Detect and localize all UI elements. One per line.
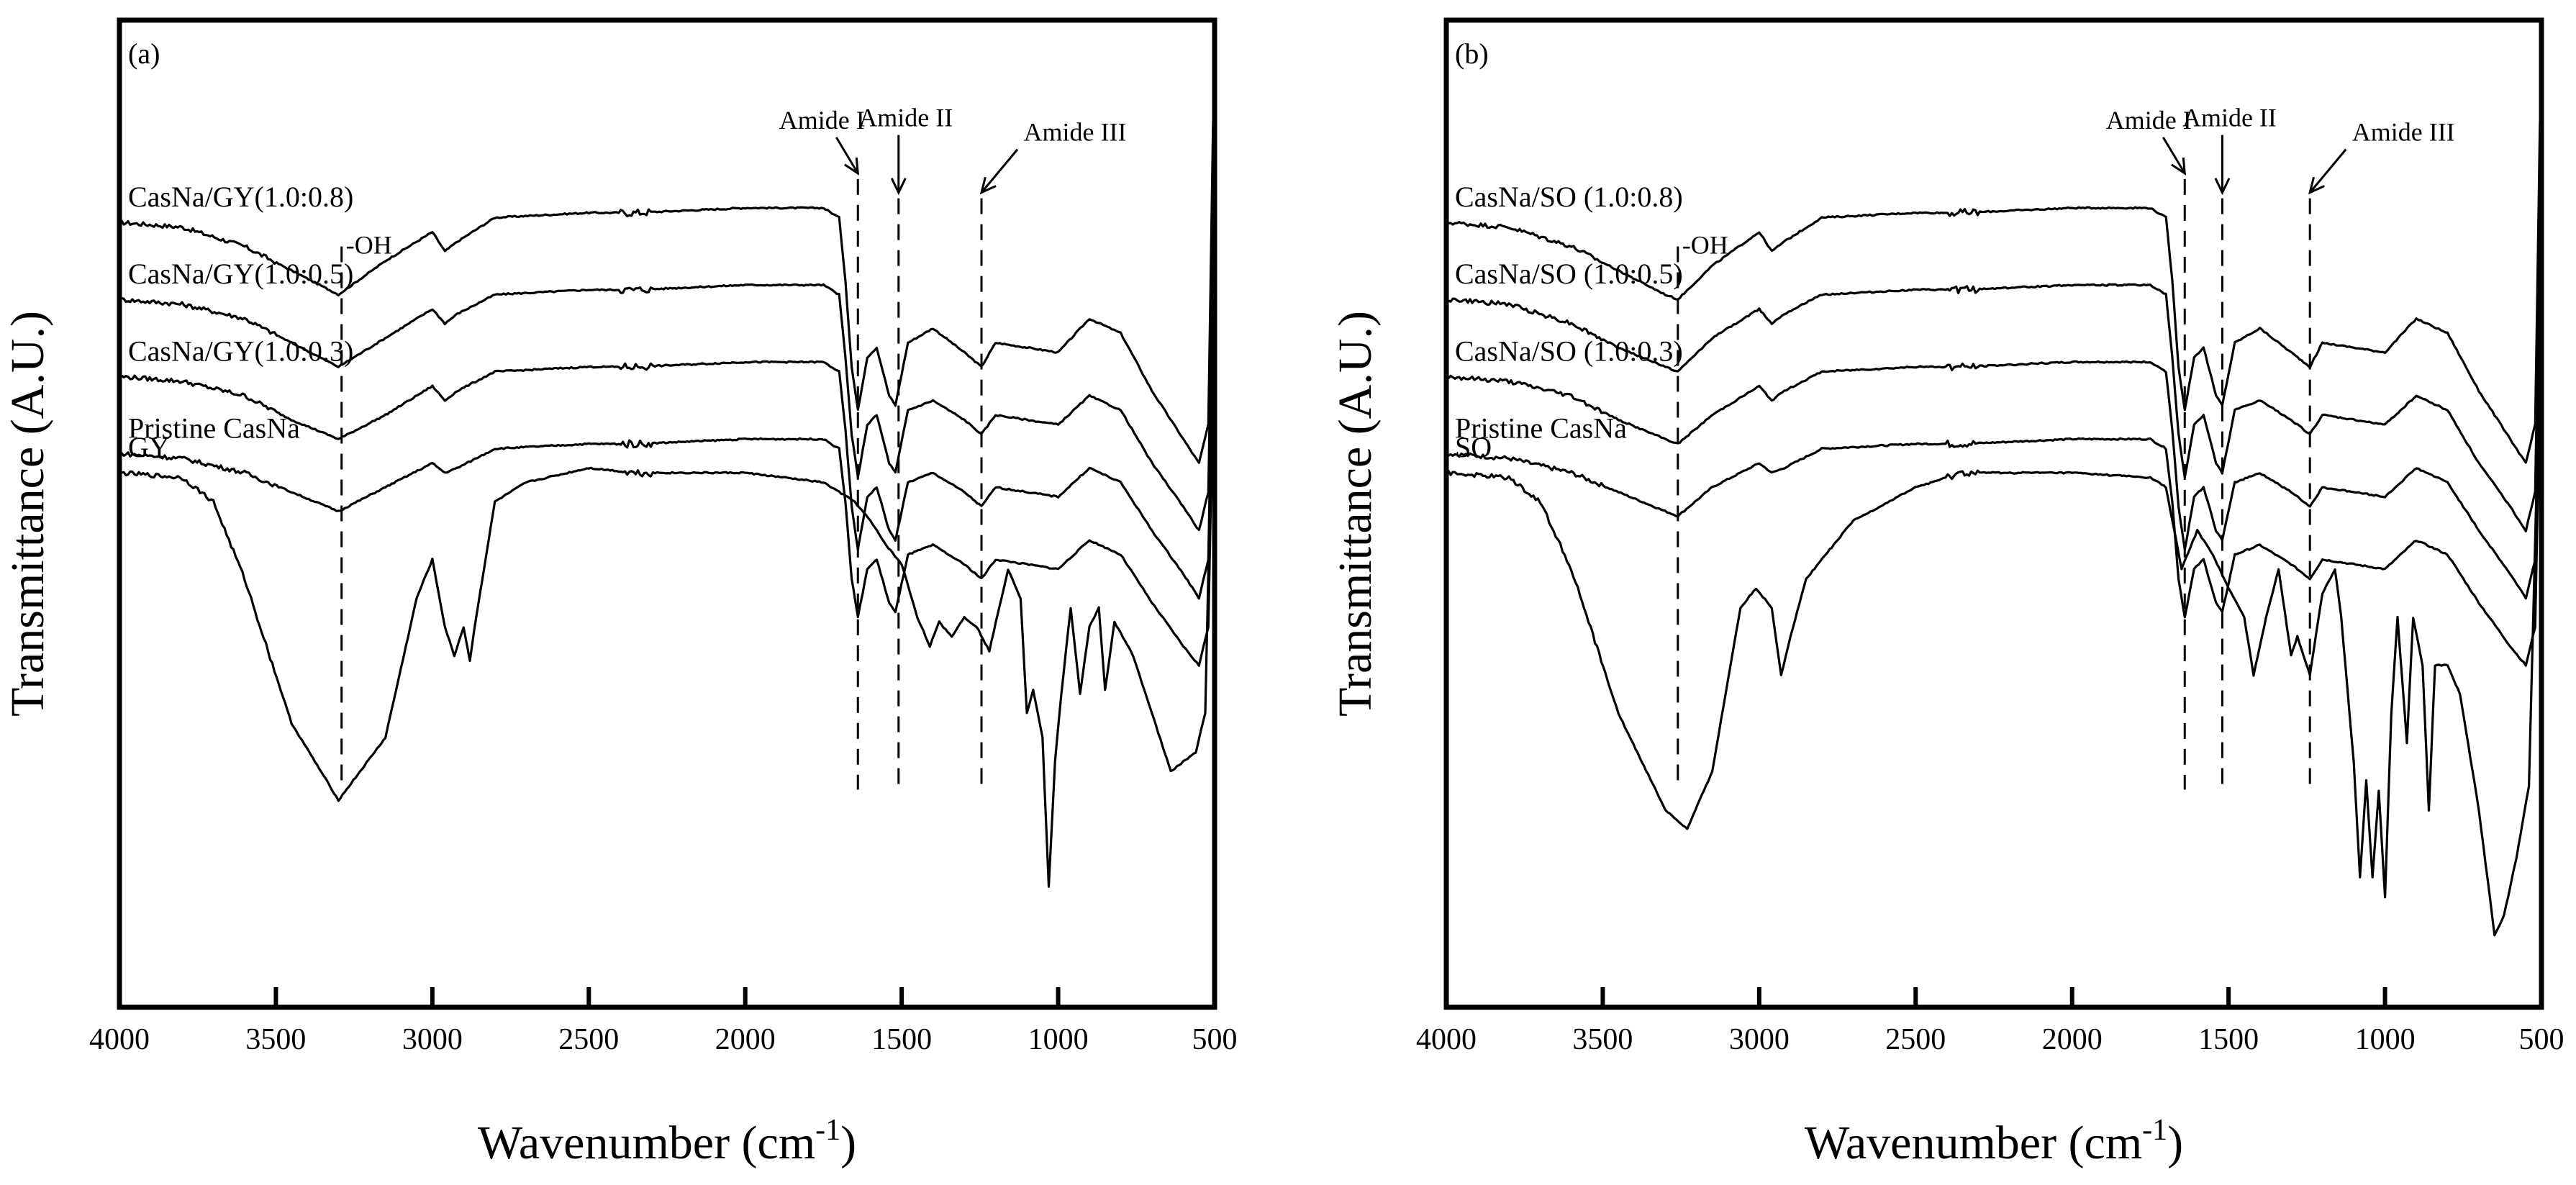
reference-label-amide-iii: Amide III	[1024, 118, 1127, 147]
reference-label-amide-iii: Amide III	[2352, 118, 2455, 147]
panel-a-x-tick-labels: 4000 3500 3000 2500 2000 1500 1000 500	[89, 1023, 1238, 1056]
panel-a-label: (a)	[128, 37, 160, 70]
series-label-pristine-casna: Pristine CasNa	[128, 412, 300, 444]
x-tick-label-4000: 4000	[89, 1023, 150, 1056]
spectrum-casna-so-1-0-0-8	[1445, 78, 2543, 464]
series-label-casna-gy-1-0-0-8: CasNa/GY(1.0:0.8)	[128, 181, 353, 213]
panel-a: (a) 4000 3500 3000 2500 2000 1500 1000 500 -OH A…	[1, 17, 1238, 1169]
spectrum-pristine-casna	[119, 348, 1216, 667]
series-label-so: SO	[1455, 431, 1492, 463]
reference-arrowhead-amide-ii	[2214, 178, 2231, 196]
panel-b: (b) 4000 3500 3000 2500 2000 1500 1000 500 -OH A…	[1329, 17, 2564, 1169]
x-tick-label-500: 500	[1192, 1023, 1238, 1056]
reference-label-oh: -OH	[1682, 231, 1728, 260]
panel-a-x-axis-title: Wavenumber (cm-1)	[478, 1114, 856, 1169]
x-axis-title-close: )	[2167, 1117, 2183, 1169]
panel-b-x-tick-labels: 4000 3500 3000 2500 2000 1500 1000 500	[1416, 1023, 2564, 1056]
panel-a-x-ticks	[273, 987, 1061, 1007]
x-axis-title-superscript: -1	[815, 1114, 840, 1147]
spectrum-so	[1446, 318, 2543, 937]
x-tick-label-3500: 3500	[1572, 1023, 1633, 1056]
reference-arrow-amide-iii	[2309, 148, 2347, 194]
reference-arrow-amide-i	[835, 137, 859, 174]
panel-b-x-ticks	[1600, 987, 2387, 1007]
reference-arrowhead-amide-i	[844, 157, 860, 176]
reference-label-amide-ii: Amide II	[2182, 104, 2277, 132]
x-axis-title-main: Wavenumber (cm	[1805, 1117, 2142, 1169]
panel-b-frame	[1443, 17, 2544, 1010]
reference-arrowhead-amide-i	[2171, 157, 2187, 176]
x-tick-label-3500: 3500	[245, 1023, 306, 1056]
x-tick-label-500: 500	[2519, 1023, 2564, 1056]
series-label-pristine-casna: Pristine CasNa	[1455, 412, 1627, 444]
panel-a-spectra	[118, 78, 1216, 888]
reference-arrowhead-amide-ii	[890, 178, 907, 196]
x-tick-label-1000: 1000	[1028, 1023, 1089, 1056]
panel-b-y-axis-title: Transmittance (A.U.)	[1329, 311, 1382, 717]
reference-arrowhead-amide-iii	[2308, 176, 2325, 195]
x-tick-label-2000: 2000	[715, 1023, 776, 1056]
x-axis-title-superscript: -1	[2142, 1114, 2167, 1147]
series-label-casna-so-1-0-0-3: CasNa/SO (1.0:0.3)	[1455, 335, 1683, 367]
x-axis-title-close: )	[840, 1117, 856, 1169]
series-label-gy: GY	[128, 431, 170, 463]
x-tick-label-4000: 4000	[1416, 1023, 1477, 1056]
x-tick-label-1000: 1000	[2355, 1023, 2416, 1056]
panel-a-series-labels: CasNa/GY(1.0:0.8) CasNa/GY(1.0:0.5) CasNa/…	[128, 181, 353, 463]
x-tick-label-3000: 3000	[402, 1023, 463, 1056]
series-label-casna-gy-1-0-0-3: CasNa/GY(1.0:0.3)	[128, 335, 353, 367]
series-label-casna-gy-1-0-0-5: CasNa/GY(1.0:0.5)	[128, 258, 353, 290]
reference-arrow-amide-i	[2162, 137, 2186, 174]
reference-label-amide-ii: Amide II	[858, 104, 953, 132]
spectrum-casna-so-1-0-0-3	[1446, 260, 2543, 600]
reference-label-amide-i: Amide I	[2106, 106, 2192, 135]
x-axis-title-main: Wavenumber (cm	[478, 1117, 815, 1169]
reference-arrow-amide-iii	[980, 148, 1019, 194]
spectrum-gy	[119, 318, 1216, 888]
panel-b-spectra	[1445, 78, 2543, 937]
x-tick-label-2000: 2000	[2042, 1023, 2103, 1056]
x-tick-label-1500: 1500	[871, 1023, 932, 1056]
reference-arrowhead-amide-iii	[979, 176, 997, 195]
series-label-casna-so-1-0-0-5: CasNa/SO (1.0:0.5)	[1455, 258, 1683, 290]
x-tick-label-3000: 3000	[1729, 1023, 1790, 1056]
x-tick-label-1500: 1500	[2198, 1023, 2259, 1056]
x-tick-label-2500: 2500	[558, 1023, 619, 1056]
panel-b-label: (b)	[1455, 37, 1489, 70]
spectrum-casna-gy-1-0-0-5	[118, 174, 1216, 532]
spectrum-casna-so-1-0-0-5	[1446, 174, 2543, 532]
x-tick-label-2500: 2500	[1885, 1023, 1946, 1056]
spectrum-pristine-casna	[1445, 348, 2543, 667]
panel-a-frame	[117, 17, 1217, 1010]
series-label-casna-so-1-0-0-8: CasNa/SO (1.0:0.8)	[1455, 181, 1683, 213]
spectrum-casna-gy-1-0-0-3	[119, 260, 1216, 600]
panel-a-y-axis-title: Transmittance (A.U.)	[1, 311, 54, 717]
panel-b-x-axis-title: Wavenumber (cm-1)	[1805, 1114, 2183, 1169]
panel-b-series-labels: CasNa/SO (1.0:0.8) CasNa/SO (1.0:0.5) CasN…	[1455, 181, 1683, 463]
reference-label-amide-i: Amide I	[779, 106, 865, 135]
spectrum-casna-gy-1-0-0-8	[119, 78, 1216, 464]
reference-label-oh: -OH	[346, 231, 392, 260]
